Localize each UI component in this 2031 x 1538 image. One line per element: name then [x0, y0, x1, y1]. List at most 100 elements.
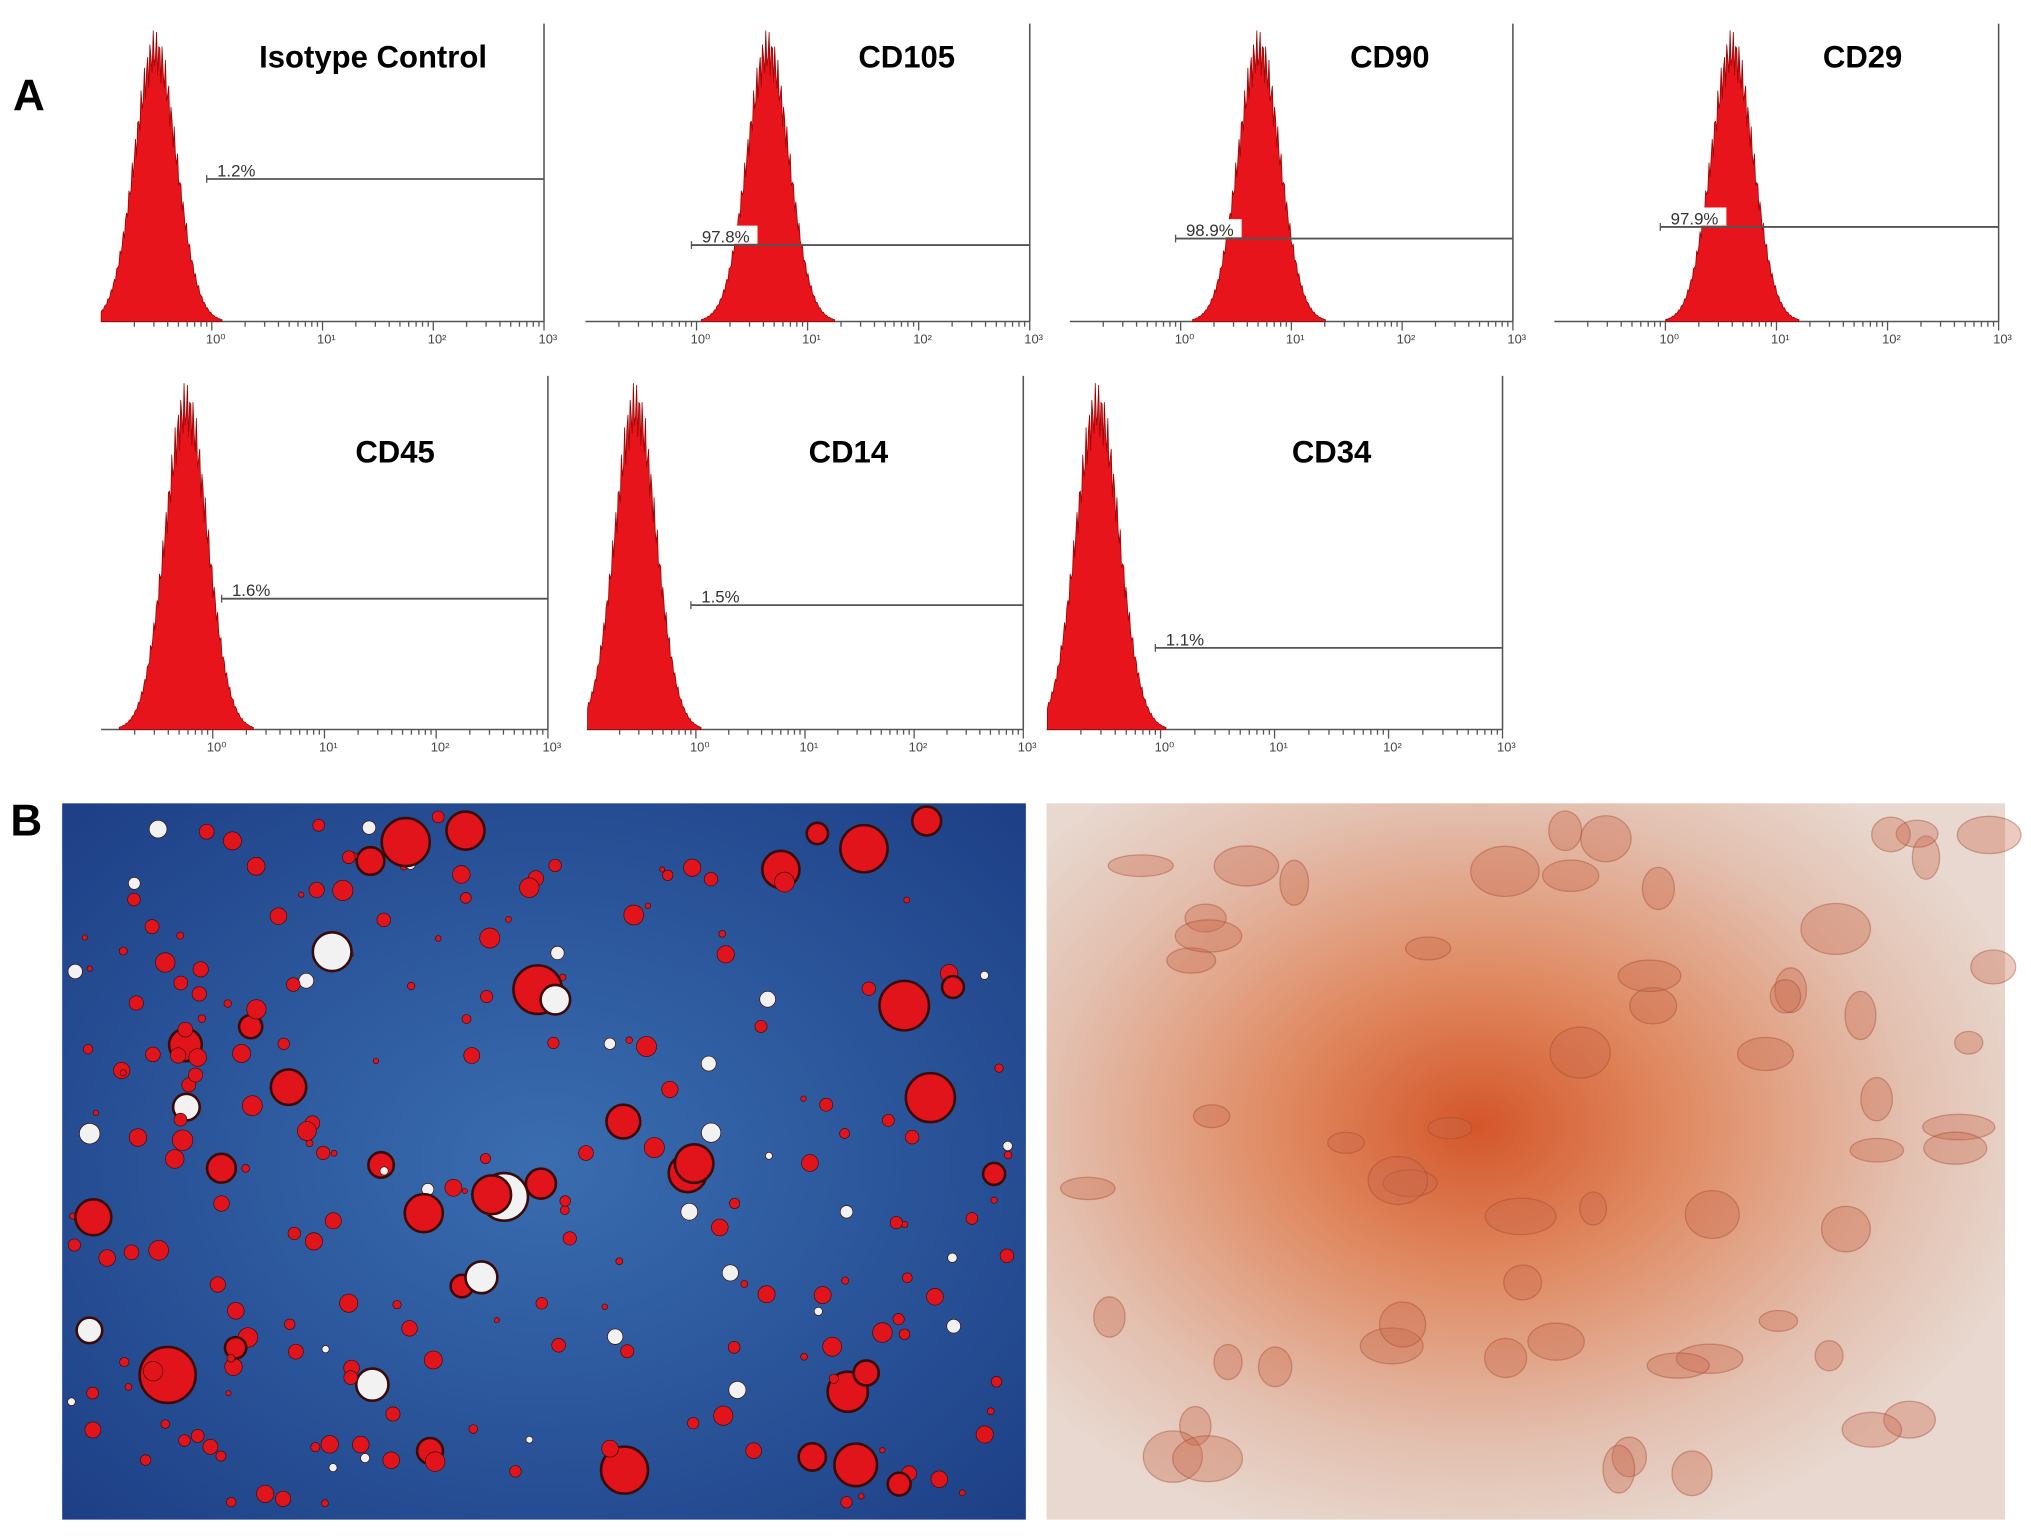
- lipid-droplet: [601, 1439, 619, 1458]
- lipid-droplet: [202, 1438, 219, 1455]
- lipid-droplet: [975, 1425, 994, 1444]
- gate-label: 1.1%: [1166, 630, 1204, 649]
- lipid-droplet: [321, 1499, 329, 1508]
- cell: [1841, 1411, 1903, 1448]
- x-tick-label: 10³: [539, 332, 558, 347]
- lipid-droplet: [316, 1145, 331, 1160]
- cell: [1860, 1076, 1894, 1122]
- lipid-droplet: [881, 1113, 895, 1127]
- cell: [1166, 947, 1217, 974]
- lipid-droplet: [479, 927, 501, 949]
- microscopy-alizarin: [1046, 803, 2022, 1520]
- lipid-droplet: [505, 915, 512, 923]
- lipid-droplet: [480, 1153, 491, 1164]
- lipid-droplet: [892, 1313, 905, 1326]
- cell: [1629, 986, 1678, 1025]
- lipid-droplet: [227, 1302, 245, 1320]
- lipid-droplet: [192, 961, 209, 978]
- panel-label: B: [10, 797, 42, 846]
- lipid-droplet: [718, 930, 726, 938]
- lipid-droplet: [343, 1370, 359, 1385]
- lipid-droplet: [75, 1316, 104, 1345]
- x-tick-label: 10³: [1024, 332, 1043, 347]
- lipid-droplet: [311, 931, 353, 973]
- cell: [1675, 1343, 1744, 1374]
- lipid-droplet: [904, 1071, 957, 1124]
- lipid-droplet: [879, 1447, 886, 1454]
- cell: [1327, 1131, 1366, 1154]
- lipid-droplet: [1003, 1150, 1013, 1160]
- x-tick-label: 10²: [431, 740, 450, 755]
- lipid-droplet: [713, 1405, 734, 1426]
- lipid-droplet: [805, 821, 830, 846]
- gate-label: 1.5%: [701, 588, 739, 607]
- cell: [1549, 1026, 1611, 1079]
- lipid-droplet: [304, 1232, 323, 1251]
- lipid-droplet: [298, 973, 315, 989]
- lipid-droplet: [246, 999, 267, 1020]
- x-tick-label: 10⁰: [690, 740, 710, 755]
- lipid-droplet: [904, 1129, 920, 1145]
- lipid-droplet: [155, 952, 176, 973]
- lipid-droplet: [118, 946, 128, 956]
- x-tick-label: 10¹: [1269, 740, 1288, 755]
- cell: [1213, 845, 1280, 887]
- lipid-droplet: [123, 1244, 140, 1261]
- lipid-droplet: [551, 1338, 566, 1353]
- lipid-droplet: [861, 981, 876, 996]
- cell: [1172, 1435, 1244, 1483]
- cell: [1059, 1176, 1116, 1201]
- lipid-droplet: [198, 824, 215, 840]
- cell: [1378, 1301, 1427, 1348]
- lipid-droplet: [994, 1063, 1004, 1073]
- gate-label: 97.9%: [1671, 209, 1719, 228]
- lipid-droplet: [145, 1046, 161, 1063]
- x-tick-label: 10⁰: [1660, 332, 1680, 347]
- cell: [1758, 1309, 1799, 1332]
- lipid-droplet: [191, 986, 207, 1002]
- lipid-droplet: [801, 1154, 819, 1172]
- lipid-droplet: [225, 1390, 232, 1397]
- lipid-droplet: [463, 1047, 481, 1064]
- lipid-droplet: [759, 991, 776, 1008]
- x-tick-label: 10⁰: [1155, 740, 1175, 755]
- lipid-droplet: [940, 974, 966, 1000]
- cell: [1580, 815, 1632, 863]
- lipid-droplet: [177, 1021, 194, 1038]
- x-tick-label: 10²: [1383, 740, 1402, 755]
- x-tick-label: 10²: [1397, 332, 1416, 347]
- lipid-droplet: [716, 945, 735, 964]
- lipid-droplet: [683, 858, 702, 877]
- lipid-droplet: [320, 1435, 339, 1454]
- lipid-droplet: [471, 1174, 513, 1216]
- lipid-droplet: [67, 1397, 76, 1406]
- lipid-droplet: [958, 1489, 966, 1497]
- lipid-droplet: [828, 1373, 839, 1384]
- lipid-droplet: [740, 1280, 749, 1288]
- cell: [1895, 819, 1939, 848]
- lipid-droplet: [284, 1318, 296, 1330]
- lipid-droplet: [525, 1435, 534, 1444]
- x-tick-label: 10¹: [802, 332, 821, 347]
- lipid-droplet: [840, 1496, 853, 1509]
- lipid-droplet: [841, 1276, 850, 1285]
- cell: [1956, 815, 2022, 855]
- lipid-droplet: [92, 1109, 99, 1116]
- histogram: [100, 30, 223, 322]
- lipid-droplet: [188, 1048, 207, 1067]
- lipid-droplet: [903, 896, 911, 904]
- lipid-droplet: [910, 805, 943, 837]
- lipid-droplet: [800, 1353, 808, 1361]
- lipid-droplet: [687, 1417, 700, 1430]
- cell: [1213, 1343, 1243, 1381]
- x-tick-label: 10¹: [1771, 332, 1790, 347]
- cell: [1548, 810, 1583, 852]
- lipid-droplet: [209, 1276, 226, 1293]
- x-tick-label: 10²: [909, 740, 928, 755]
- lipid-droplet: [947, 1252, 958, 1263]
- lipid-droplet: [774, 871, 795, 893]
- lipid-droplet: [452, 865, 471, 884]
- x-tick-label: 10⁰: [206, 332, 226, 347]
- lipid-droplet: [599, 1445, 650, 1495]
